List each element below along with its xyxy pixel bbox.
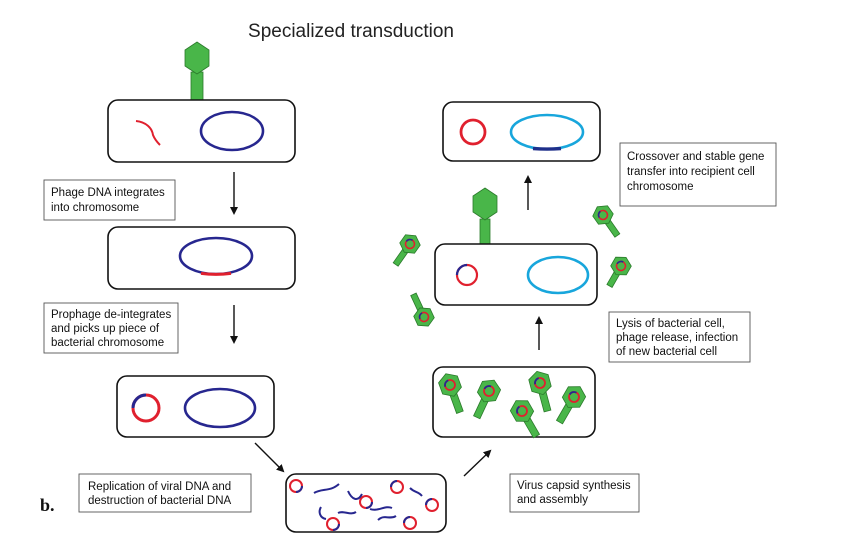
bacterial-chromosome-excised	[183, 387, 257, 429]
released-phage	[392, 234, 421, 267]
progeny-phage	[509, 400, 541, 439]
progeny-phage	[473, 379, 502, 420]
arrow-step4	[463, 449, 492, 477]
viral-circle-final	[459, 118, 487, 146]
label-capsid-line1: Virus capsid synthesis	[517, 480, 631, 492]
integrated-prophage	[200, 271, 232, 276]
label-crossover-line3: chromosome	[627, 181, 693, 193]
label-lysis-line1: Lysis of bacterial cell,	[616, 318, 725, 330]
label-box-integrate: Phage DNA integrates into chromosome	[43, 179, 176, 221]
cell-assembly	[432, 366, 596, 439]
released-phage	[606, 256, 632, 288]
label-deintegrate-line1: Prophage de-integrates	[51, 309, 171, 321]
bacterial-dna-fragments	[313, 483, 423, 521]
captured-bacterial-segment	[131, 393, 147, 409]
label-deintegrate-line3: bacterial chromosome	[51, 337, 164, 349]
label-deintegrate-line2: and picks up piece of	[51, 323, 160, 335]
label-crossover-line2: transfer into recipient cell	[627, 166, 755, 178]
panel-label: b.	[40, 495, 55, 515]
label-integrate-line2: into chromosome	[51, 202, 139, 214]
bacterial-chromosome	[199, 110, 265, 152]
transducing-bacterial-segment	[455, 263, 468, 276]
cell-excised	[116, 375, 275, 438]
cell-transduced	[442, 101, 601, 162]
progeny-phage	[555, 386, 587, 425]
label-crossover-line1: Crossover and stable gene	[627, 151, 764, 163]
phage-attaching-recipient	[472, 187, 498, 247]
cell-replication	[285, 473, 447, 533]
label-box-crossover: Crossover and stable gene transfer into …	[619, 142, 777, 207]
label-box-replication: Replication of viral DNA and destruction…	[78, 473, 252, 513]
integrated-donor-gene	[532, 146, 562, 151]
released-phage	[592, 205, 621, 238]
progeny-phage	[528, 370, 552, 413]
cell-prophage	[107, 226, 296, 290]
diagram-title: Specialized transduction	[248, 21, 454, 42]
recipient-chromosome	[526, 255, 590, 295]
arrow-step3	[254, 442, 285, 473]
cell-infection	[107, 99, 296, 163]
label-box-deintegrate: Prophage de-integrates and picks up piec…	[43, 302, 179, 354]
label-replication-line2: destruction of bacterial DNA	[88, 495, 232, 507]
phage-attaching	[184, 41, 210, 103]
label-lysis-line3: of new bacterial cell	[616, 346, 717, 358]
released-phage	[410, 292, 435, 327]
phage-dna-linear	[135, 120, 161, 146]
label-lysis-line2: phage release, infection	[616, 332, 738, 344]
label-box-lysis: Lysis of bacterial cell, phage release, …	[608, 311, 751, 363]
label-replication-line1: Replication of viral DNA and	[88, 481, 231, 493]
progeny-phage	[438, 373, 464, 414]
label-integrate-line1: Phage DNA integrates	[51, 187, 165, 199]
label-capsid-line2: and assembly	[517, 494, 588, 506]
cell-recipient	[434, 243, 598, 306]
label-box-capsid: Virus capsid synthesis and assembly	[509, 473, 640, 513]
